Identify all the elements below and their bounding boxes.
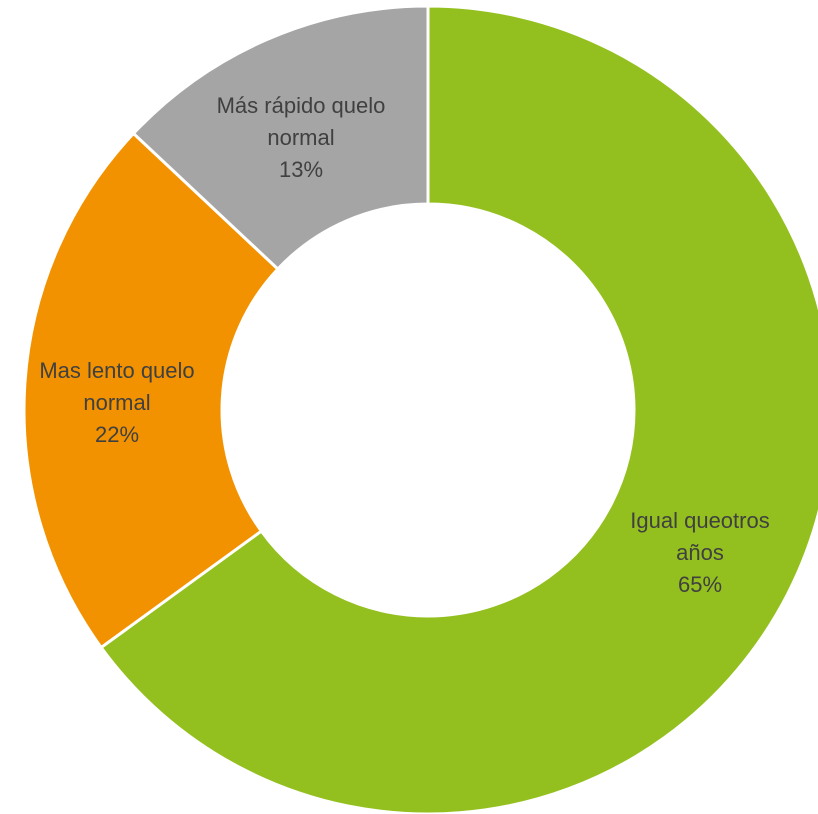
data-label-percent: 13% <box>279 157 323 182</box>
data-label-mas-lento-que-lo-normal: Mas lento quelo normal 22% <box>39 358 194 447</box>
data-label-category-line: Más rápido quelo <box>217 93 386 118</box>
donut-slice-igual-que-otros-anos <box>99 4 818 814</box>
data-label-category-line: normal <box>267 125 334 150</box>
data-label-category-line: años <box>676 540 724 565</box>
data-label-category-line: Igual queotros <box>630 508 769 533</box>
data-label-percent: 22% <box>95 422 139 447</box>
data-label-percent: 65% <box>678 572 722 597</box>
slices-layer <box>22 4 818 814</box>
donut-slice-mas-lento-que-lo-normal <box>22 131 280 650</box>
data-label-igual-que-otros-anos: Igual queotros años 65% <box>630 508 769 597</box>
donut-slice-mas-rapido-que-lo-normal <box>131 4 430 272</box>
data-label-category-line: Mas lento quelo <box>39 358 194 383</box>
labels-layer: Igual queotros años 65% Mas lento quelo norm… <box>39 93 769 597</box>
data-label-category-line: normal <box>83 390 150 415</box>
data-label-mas-rapido-que-lo-normal: Más rápido quelo normal 13% <box>217 93 386 182</box>
